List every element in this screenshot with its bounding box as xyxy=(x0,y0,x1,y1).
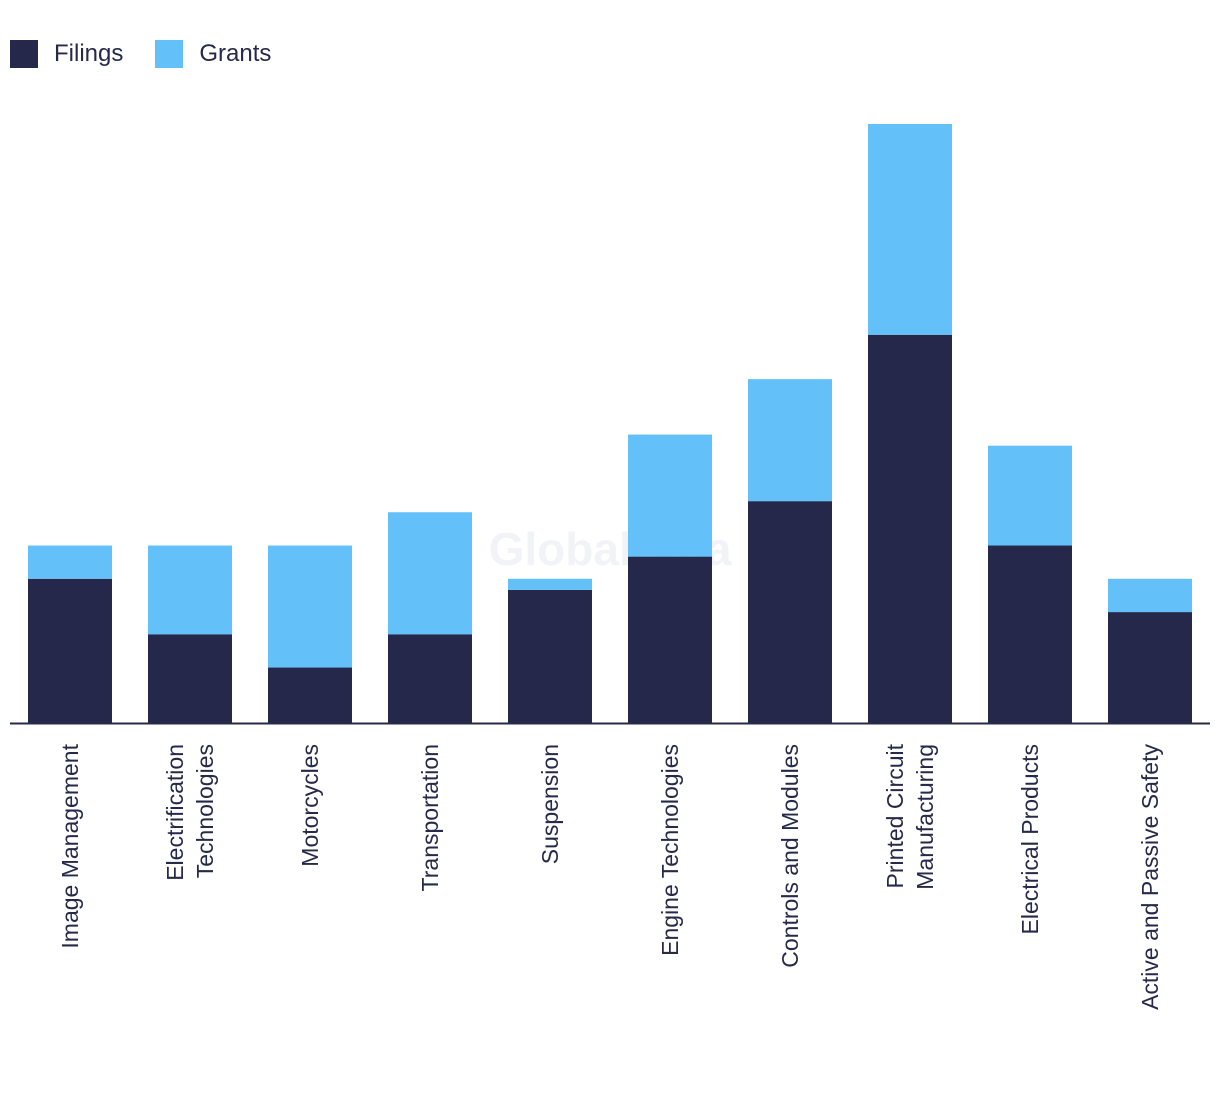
legend-swatch-grants xyxy=(155,40,184,68)
category-label-5: Engine Technologies xyxy=(657,744,683,956)
bar-grants-0 xyxy=(28,545,112,579)
bars-group xyxy=(28,124,1192,723)
bar-filings-3 xyxy=(388,634,472,723)
bar-grants-1 xyxy=(148,545,232,635)
category-label-line: Printed Circuit xyxy=(882,743,908,888)
legend-label-filings: Filings xyxy=(54,40,124,67)
bar-filings-9 xyxy=(1108,612,1192,723)
category-label-line: Controls and Modules xyxy=(777,744,803,968)
category-label-4: Suspension xyxy=(537,744,563,864)
category-label-0: Image Management xyxy=(57,743,83,948)
category-label-6: Controls and Modules xyxy=(777,744,803,968)
category-label-line: Engine Technologies xyxy=(657,744,683,956)
category-label-line: Suspension xyxy=(537,744,563,864)
bar-grants-9 xyxy=(1108,578,1192,613)
bar-grants-8 xyxy=(988,445,1072,546)
category-label-line: Image Management xyxy=(57,743,83,948)
bar-grants-7 xyxy=(868,124,952,335)
category-label-8: Electrical Products xyxy=(1017,744,1043,934)
bar-grants-5 xyxy=(628,434,712,557)
legend-label-grants: Grants xyxy=(199,40,272,67)
bar-filings-5 xyxy=(628,556,712,723)
category-label-line: Active and Passive Safety xyxy=(1137,744,1163,1010)
category-label-line: Technologies xyxy=(192,744,218,878)
category-label-3: Transportation xyxy=(417,744,443,891)
bar-grants-3 xyxy=(388,512,472,635)
category-label-9: Active and Passive Safety xyxy=(1137,744,1163,1010)
category-label-line: Electrification xyxy=(162,744,188,881)
legend-item-grants: Grants xyxy=(155,40,271,68)
bar-grants-6 xyxy=(748,379,832,502)
bar-filings-7 xyxy=(868,334,952,723)
category-label-1: Electrification Technologies xyxy=(162,744,218,881)
category-label-2: Motorcycles xyxy=(297,744,323,867)
bar-filings-2 xyxy=(268,667,352,723)
bar-grants-2 xyxy=(268,545,352,668)
category-label-line: Transportation xyxy=(417,744,443,891)
bar-filings-8 xyxy=(988,545,1072,723)
category-label-line: Electrical Products xyxy=(1017,744,1043,934)
bar-filings-0 xyxy=(28,578,112,723)
bar-filings-1 xyxy=(148,634,232,723)
legend-item-filings: Filings xyxy=(10,40,123,68)
bar-filings-4 xyxy=(508,589,592,723)
category-labels-group: Image Management Electrification Technolog… xyxy=(57,743,1163,1010)
bar-filings-6 xyxy=(748,501,832,723)
category-label-7: Printed Circuit Manufacturing xyxy=(882,743,938,889)
category-label-line: Motorcycles xyxy=(297,744,323,867)
bar-grants-4 xyxy=(508,578,592,590)
legend: Filings Grants xyxy=(10,40,271,68)
category-label-line: Manufacturing xyxy=(912,744,938,890)
legend-swatch-filings xyxy=(10,40,38,68)
